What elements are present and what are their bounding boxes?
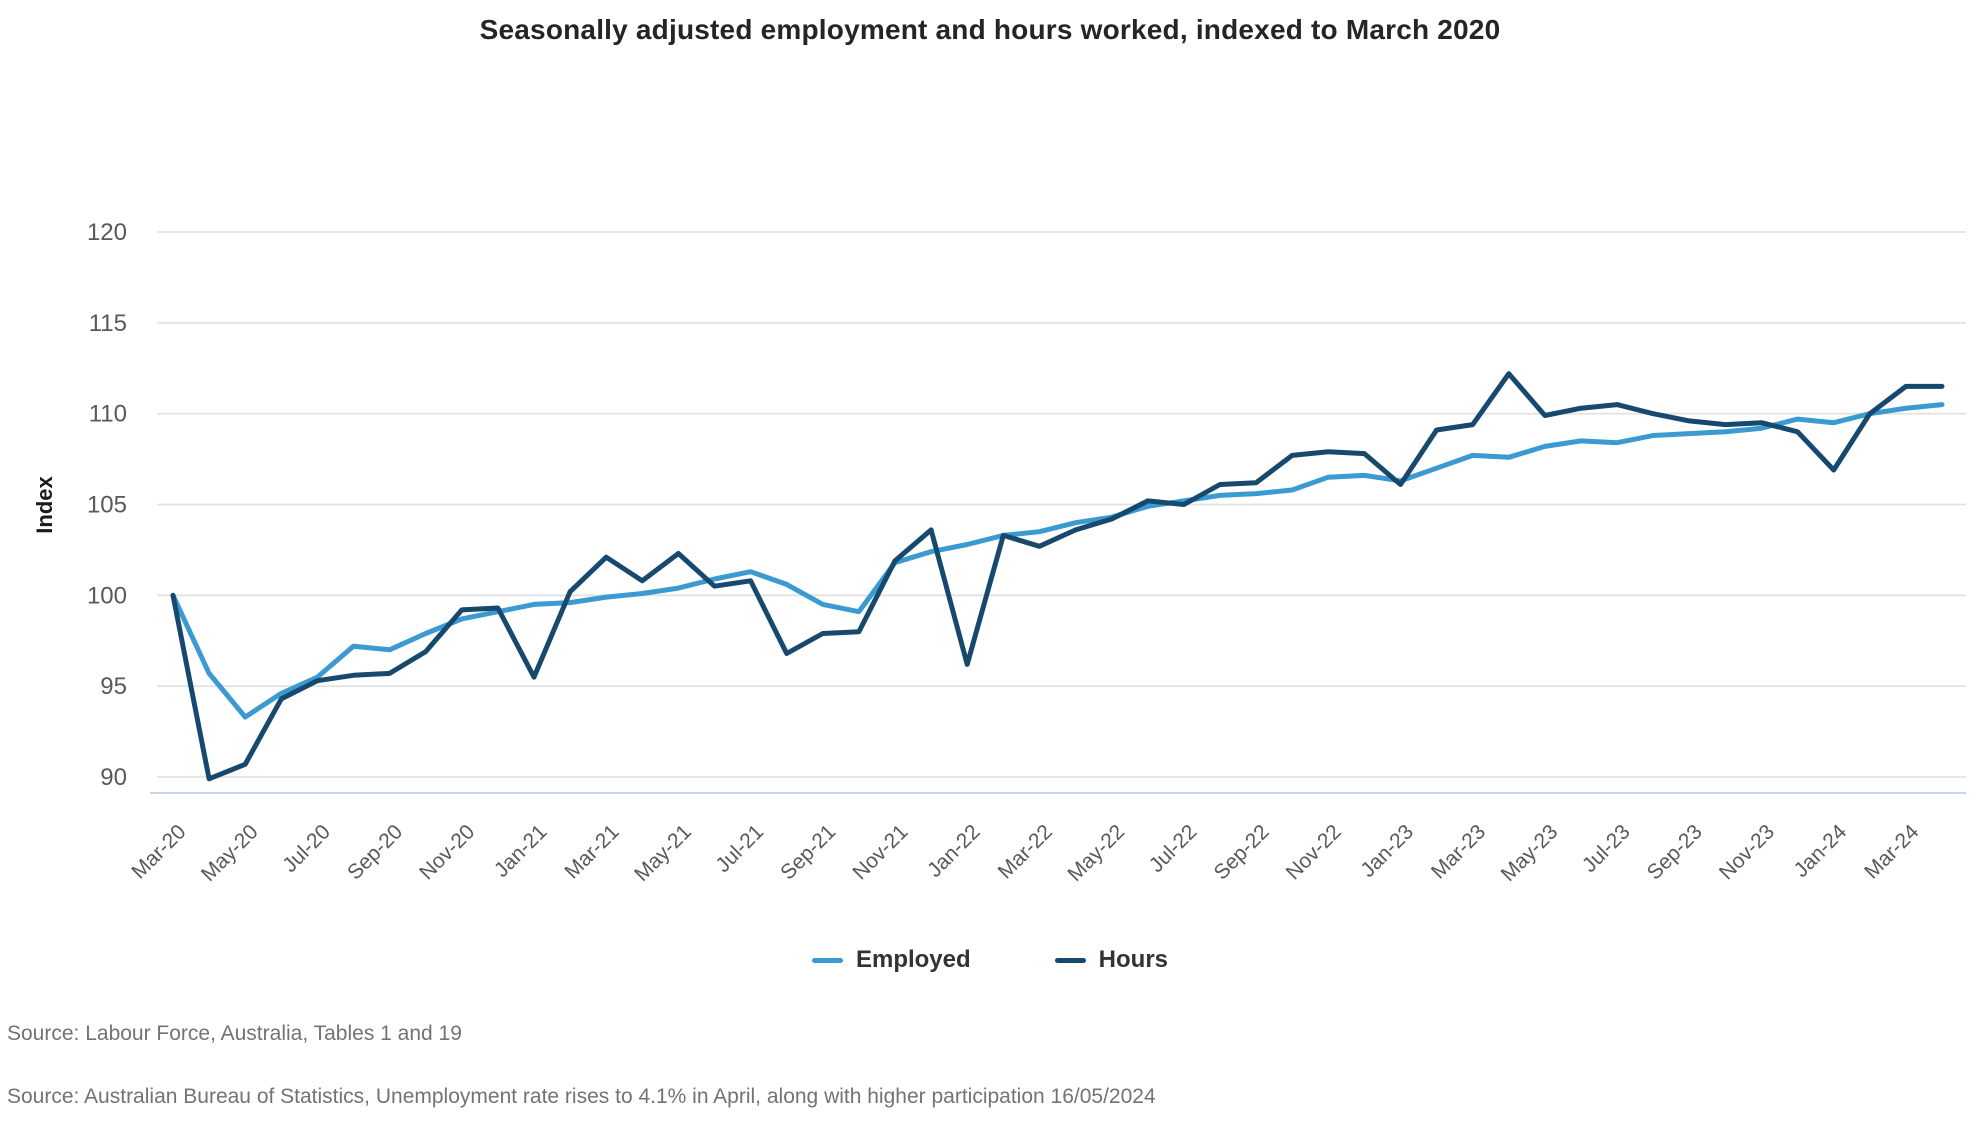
svg-text:Mar-24: Mar-24 <box>1860 820 1924 884</box>
svg-text:Jul-21: Jul-21 <box>711 820 768 877</box>
legend: Employed Hours <box>0 946 1980 974</box>
svg-text:May-20: May-20 <box>197 820 263 886</box>
svg-text:Sep-22: Sep-22 <box>1209 820 1273 884</box>
legend-label-hours: Hours <box>1098 946 1169 973</box>
legend-item-employed[interactable]: Employed <box>811 946 971 974</box>
svg-text:120: 120 <box>87 219 127 246</box>
y-axis-labels: 90 95 100 105 110 115 120 <box>87 219 127 791</box>
svg-text:95: 95 <box>100 673 127 700</box>
svg-text:Nov-20: Nov-20 <box>415 820 479 884</box>
svg-text:May-23: May-23 <box>1497 820 1563 886</box>
svg-text:110: 110 <box>89 401 127 428</box>
svg-text:115: 115 <box>89 310 127 337</box>
svg-text:90: 90 <box>100 764 127 791</box>
svg-text:Sep-21: Sep-21 <box>776 820 840 884</box>
svg-text:105: 105 <box>87 492 127 519</box>
svg-text:Mar-20: Mar-20 <box>127 820 190 883</box>
gridlines <box>157 231 1966 778</box>
svg-text:Nov-21: Nov-21 <box>848 820 912 884</box>
svg-text:Sep-20: Sep-20 <box>343 820 407 884</box>
svg-text:100: 100 <box>87 582 127 609</box>
svg-text:Mar-22: Mar-22 <box>994 820 1057 883</box>
svg-text:Jan-21: Jan-21 <box>490 820 552 882</box>
svg-text:Mar-23: Mar-23 <box>1427 820 1490 883</box>
svg-text:Nov-22: Nov-22 <box>1282 820 1346 884</box>
svg-text:Nov-23: Nov-23 <box>1715 820 1779 884</box>
hours-line[interactable] <box>170 371 1945 782</box>
svg-text:May-22: May-22 <box>1063 820 1129 886</box>
legend-label-employed: Employed <box>855 946 971 973</box>
source-line-2: Source: Australian Bureau of Statistics,… <box>7 1085 1156 1108</box>
svg-text:Jan-23: Jan-23 <box>1356 820 1418 882</box>
chart-title: Seasonally adjusted employment and hours… <box>479 14 1501 45</box>
hours-line-swatch <box>1054 957 1086 963</box>
svg-text:Jul-22: Jul-22 <box>1145 820 1202 877</box>
svg-text:Sep-23: Sep-23 <box>1643 820 1707 884</box>
svg-text:Jan-24: Jan-24 <box>1790 820 1852 882</box>
svg-text:Jan-22: Jan-22 <box>923 820 985 882</box>
legend-item-hours[interactable]: Hours <box>1054 946 1169 974</box>
source-line-1: Source: Labour Force, Australia, Tables … <box>7 1022 462 1045</box>
svg-text:Jul-23: Jul-23 <box>1578 820 1635 877</box>
x-axis-labels: Mar-20 May-20 Jul-20 Sep-20 Nov-20 Jan-21 Mar-… <box>127 820 1923 886</box>
source-notes: Source: Labour Force, Australia, Tables … <box>7 1022 1607 1109</box>
svg-text:Jul-20: Jul-20 <box>278 820 335 877</box>
svg-text:May-21: May-21 <box>630 820 696 886</box>
employed-line-swatch <box>811 957 843 963</box>
svg-text:Mar-21: Mar-21 <box>560 820 623 883</box>
employed-line[interactable] <box>170 402 1945 720</box>
y-axis-title: Index <box>32 476 57 534</box>
